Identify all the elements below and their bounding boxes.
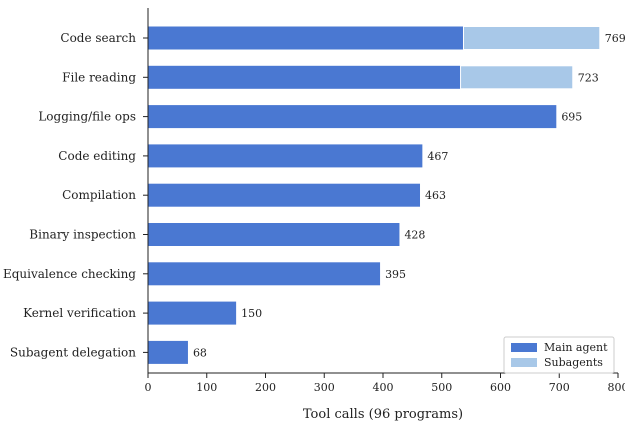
bar-file-reading-subagents	[460, 65, 574, 90]
bar-value-label: 68	[193, 346, 207, 359]
bar-logging-file-ops-main-agent	[148, 105, 557, 129]
bar-kernel-verification-main-agent	[148, 301, 237, 325]
bar-value-label: 723	[578, 71, 599, 84]
category-labels: Code search File reading Logging/file ops C…	[3, 31, 148, 359]
x-axis-title: Tool calls (96 programs)	[303, 407, 463, 422]
x-tick-label: 500	[431, 381, 452, 394]
bar-value-label: 428	[404, 229, 425, 242]
bar-value-label: 150	[241, 307, 262, 320]
bar-subagent-delegation-main-agent	[148, 340, 188, 364]
bar-value-label: 467	[427, 150, 448, 163]
category-label: Code editing	[58, 149, 136, 163]
bar-value-label: 463	[425, 189, 446, 202]
legend-swatch-main-agent	[511, 343, 537, 352]
category-label: Code search	[60, 31, 136, 45]
category-label: Compilation	[62, 188, 136, 202]
bar-value-label: 695	[561, 111, 582, 124]
bar-value-label: 395	[385, 268, 406, 281]
bars-group	[148, 26, 601, 364]
bar-code-search-main-agent	[148, 26, 464, 50]
category-label: Logging/file ops	[38, 110, 136, 124]
legend-swatch-subagents	[511, 358, 537, 367]
bar-equivalence-checking-main-agent	[148, 262, 381, 286]
bar-value-labels: 769 723 695 467 463 428 395 150 68	[193, 32, 625, 359]
x-tick-label: 200	[255, 381, 276, 394]
bar-code-editing-main-agent	[148, 144, 423, 168]
category-label: File reading	[62, 70, 136, 84]
bar-code-search-subagents	[462, 26, 601, 50]
x-tick-label: 100	[196, 381, 217, 394]
x-tick-label: 700	[549, 381, 570, 394]
legend: Main agent Subagents	[503, 336, 615, 374]
x-tick-label: 0	[145, 381, 152, 394]
x-tick-label: 600	[490, 381, 511, 394]
legend-label-main-agent: Main agent	[544, 341, 608, 354]
category-label: Subagent delegation	[10, 345, 136, 359]
bar-binary-inspection-main-agent	[148, 223, 400, 246]
x-tick-label: 400	[373, 381, 394, 394]
category-label: Kernel verification	[23, 306, 136, 320]
category-label: Binary inspection	[29, 228, 136, 242]
legend-label-subagents: Subagents	[544, 356, 603, 369]
bar-value-label: 769	[605, 32, 625, 45]
x-tick-label: 300	[314, 381, 335, 394]
bar-compilation-main-agent	[148, 183, 421, 207]
x-axis-ticks: 0 100 200 300 400 500 600 700 800	[145, 373, 625, 394]
x-tick-label: 800	[608, 381, 625, 394]
category-label: Equivalence checking	[3, 267, 136, 281]
bar-file-reading-main-agent	[148, 65, 461, 89]
